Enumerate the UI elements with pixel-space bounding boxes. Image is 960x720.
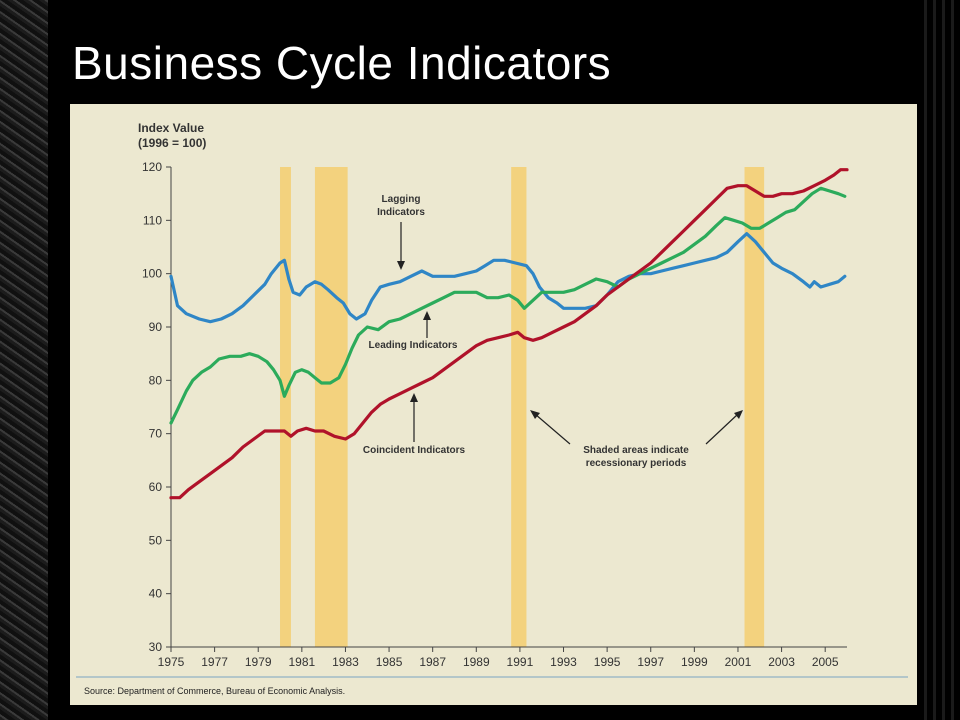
y-tick-label: 100	[142, 267, 162, 281]
source-note: Source: Department of Commerce, Bureau o…	[84, 686, 345, 696]
y-tick-label: 70	[149, 427, 163, 441]
x-tick-label: 1981	[288, 655, 315, 669]
annotation-leading: Leading Indicators	[369, 340, 458, 351]
y-axis-label-line2: (1996 = 100)	[138, 136, 206, 150]
annotation-shaded-arrow-left	[534, 413, 571, 445]
x-tick-label: 1979	[245, 655, 272, 669]
left-decorative-texture	[0, 0, 48, 720]
y-tick-label: 110	[143, 213, 162, 227]
x-tick-label: 1999	[681, 655, 708, 669]
x-tick-label: 1983	[332, 655, 359, 669]
slide-title: Business Cycle Indicators	[72, 37, 612, 89]
annotation-leading-arrowhead	[423, 311, 431, 320]
recession-band-4	[744, 167, 765, 647]
x-tick-label: 1991	[507, 655, 534, 669]
x-tick-label: 1975	[158, 655, 185, 669]
series-line-lagging-indicators	[169, 232, 847, 324]
y-tick-label: 120	[142, 160, 162, 174]
series-layer	[169, 168, 849, 500]
y-axis-label-line1: Index Value	[138, 121, 204, 135]
y-tick-label: 80	[149, 373, 163, 387]
chart-panel: 30 40 50 60 70 80 90 100 110 120 1975 1977 1979 1981 1…	[70, 104, 917, 705]
annotation-shaded-arrowhead-left	[530, 410, 540, 419]
annotation-lagging-line2: Indicators	[377, 207, 425, 218]
recession-band-1	[280, 167, 291, 647]
right-decorative-strip	[918, 0, 960, 720]
x-tick-label: 1985	[376, 655, 403, 669]
x-tick-label: 2001	[725, 655, 752, 669]
y-tick-label: 40	[149, 587, 163, 601]
annotation-shaded-line2: recessionary periods	[586, 458, 687, 469]
y-tick-label: 60	[149, 480, 163, 494]
y-tick-label: 50	[149, 533, 163, 547]
y-tick-label: 90	[149, 320, 163, 334]
annotation-shaded-arrow-right	[705, 413, 739, 445]
x-tick-label: 1977	[201, 655, 228, 669]
annotation-coincident: Coincident Indicators	[363, 445, 466, 456]
recession-band-2	[314, 167, 348, 647]
series-line-leading-indicators	[169, 186, 847, 425]
recession-shading-layer	[280, 167, 765, 647]
x-tick-label: 1989	[463, 655, 490, 669]
x-tick-label: 1993	[550, 655, 577, 669]
annotation-lagging-line1: Lagging	[382, 194, 421, 205]
business-cycle-chart: 30 40 50 60 70 80 90 100 110 120 1975 1977 1979 1981 1…	[76, 121, 908, 696]
x-tick-label: 1997	[637, 655, 664, 669]
annotation-layer: Lagging Indicators Leading Indicators Co…	[363, 194, 743, 469]
annotation-shaded-arrowhead-right	[734, 410, 743, 419]
annotation-shaded-line1: Shaded areas indicate	[583, 445, 689, 456]
x-tick-label: 1995	[594, 655, 621, 669]
series-line-coincident-indicators	[169, 168, 849, 500]
x-tick-label: 2003	[768, 655, 795, 669]
x-tick-label: 1987	[419, 655, 446, 669]
recession-band-3	[511, 167, 527, 647]
x-tick-label: 2005	[812, 655, 839, 669]
annotation-coincident-arrowhead	[410, 393, 418, 402]
axis-layer: 30 40 50 60 70 80 90 100 110 120 1975 1977 1979 1981 1…	[142, 160, 847, 669]
y-tick-label: 30	[149, 640, 163, 654]
annotation-lagging-arrowhead	[397, 261, 405, 270]
